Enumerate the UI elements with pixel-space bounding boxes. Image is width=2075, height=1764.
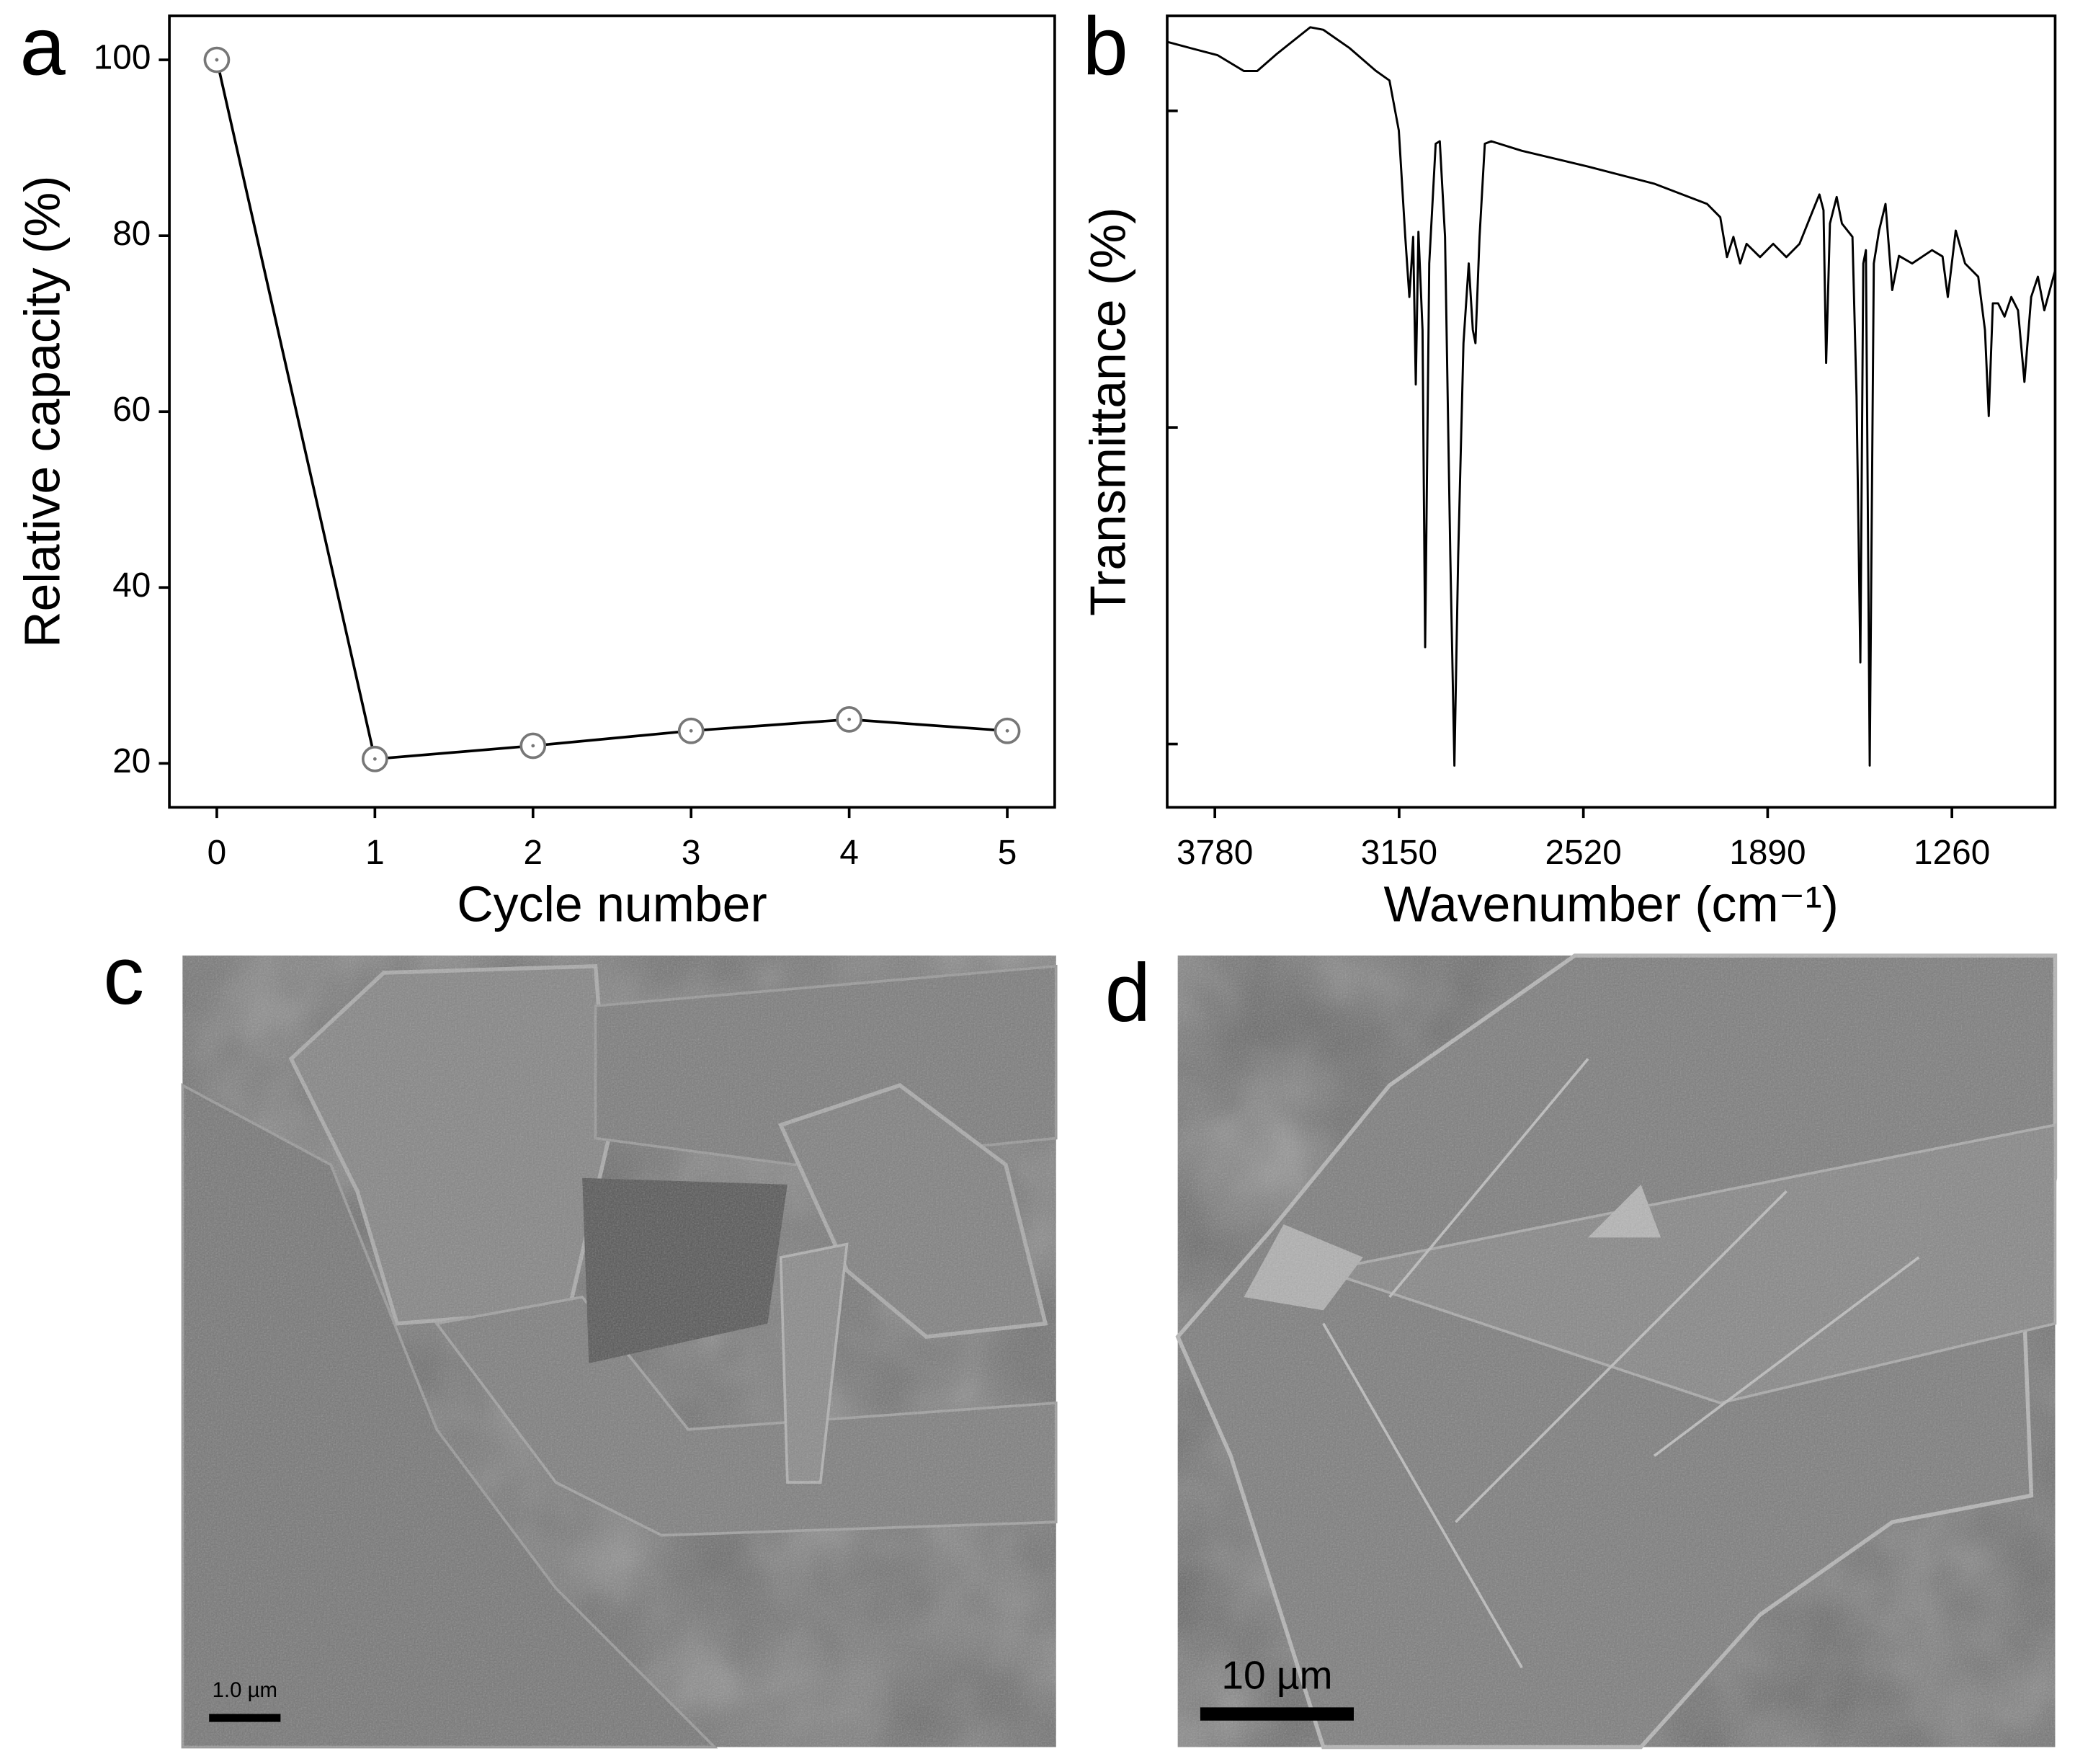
x-tick-label: 3150 [1361, 834, 1437, 872]
marker-dot [847, 717, 852, 721]
data-line [1166, 26, 2056, 767]
marker-dot [372, 757, 377, 761]
x-tick-label: 2 [523, 834, 543, 872]
panel-label: b [1082, 1, 1128, 93]
y-tick-label: 60 [112, 391, 151, 429]
y-axis-title: Transmittance (%) [1079, 208, 1135, 616]
x-tick-label: 3780 [1177, 834, 1253, 872]
scale-bar [1200, 1707, 1354, 1721]
sem-image-c [181, 956, 1058, 1749]
y-tick-label: 80 [112, 215, 151, 253]
scale-bar [209, 1714, 281, 1722]
x-tick-label: 1 [365, 834, 385, 872]
x-tick-label: 1260 [1914, 834, 1990, 872]
plot-frame [1166, 14, 2057, 809]
marker-dot [531, 744, 535, 748]
panel-label: c [103, 930, 144, 1022]
x-tick-label: 2520 [1545, 834, 1622, 872]
x-axis-title: Wavenumber (cm⁻¹) [1384, 876, 1839, 932]
marker-dot [1005, 729, 1009, 733]
x-tick-label: 5 [998, 834, 1017, 872]
marker-dot [689, 729, 693, 733]
data-line [215, 59, 1008, 761]
y-axis-title: Relative capacity (%) [14, 176, 71, 648]
x-tick-label: 0 [208, 834, 227, 872]
sem-image-d [1175, 953, 2058, 1750]
panel-label: d [1105, 948, 1151, 1039]
x-tick-label: 1890 [1729, 834, 1806, 872]
scale-bar-label: 10 µm [1221, 1653, 1332, 1698]
marker-dot [215, 58, 219, 62]
x-tick-label: 4 [839, 834, 859, 872]
y-tick-label: 20 [112, 742, 151, 780]
panel-label: a [20, 1, 66, 93]
plot-frame [168, 14, 1056, 809]
scale-bar-label: 1.0 µm [213, 1678, 277, 1702]
x-axis-title: Cycle number [457, 876, 767, 932]
y-tick-label: 100 [94, 39, 151, 77]
x-tick-label: 3 [682, 834, 701, 872]
y-tick-label: 40 [112, 566, 151, 605]
